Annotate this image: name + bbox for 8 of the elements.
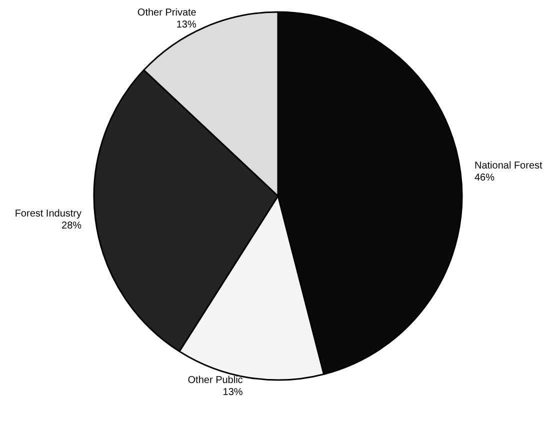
slice-label: Forest Industry [14, 208, 82, 220]
slice-label: Other Public [188, 375, 243, 386]
data-label: 46% [474, 172, 495, 184]
slice-label: National Forest [474, 160, 543, 172]
data-label: 13% [222, 387, 243, 398]
slice-label: Other Private [137, 7, 197, 18]
data-label: 28% [62, 220, 82, 232]
data-label: 13% [176, 19, 196, 30]
